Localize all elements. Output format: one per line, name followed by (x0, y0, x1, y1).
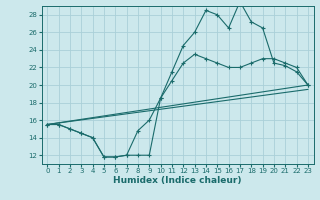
X-axis label: Humidex (Indice chaleur): Humidex (Indice chaleur) (113, 176, 242, 185)
